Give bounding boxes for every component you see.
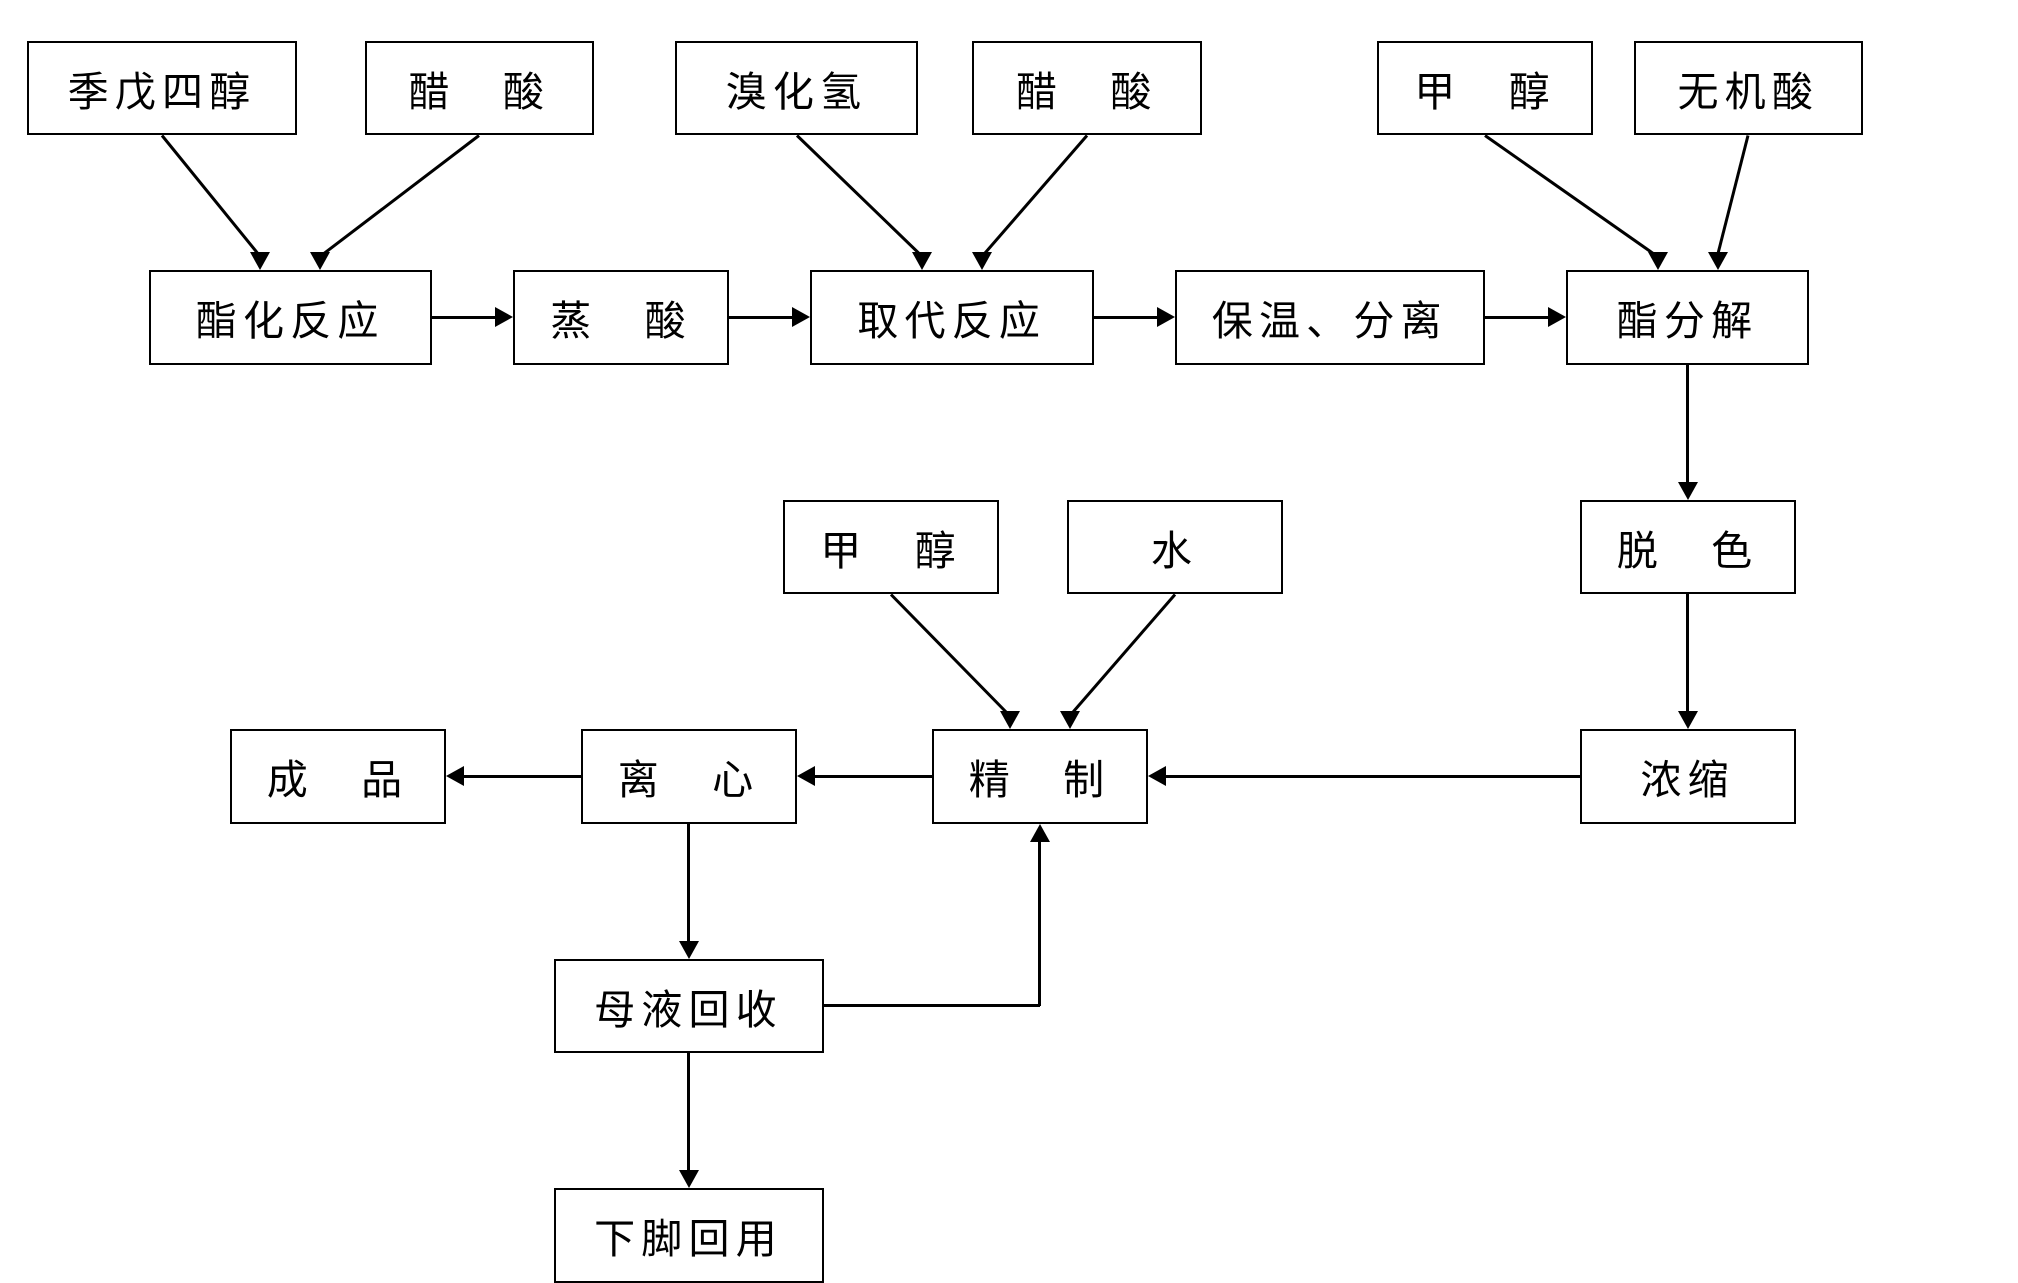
arrow-head bbox=[972, 252, 992, 270]
edge-segment bbox=[1484, 134, 1658, 257]
flowchart-node-n9: 取代反应 bbox=[810, 270, 1094, 365]
flowchart-node-n1: 季戊四醇 bbox=[27, 41, 297, 136]
arrow-head bbox=[1157, 307, 1175, 327]
flowchart-node-n10: 保温、分离 bbox=[1175, 270, 1486, 365]
node-label: 成 品 bbox=[267, 746, 409, 806]
node-label: 离 心 bbox=[618, 746, 760, 806]
node-label: 溴化氢 bbox=[726, 58, 868, 118]
node-label: 甲 醇 bbox=[1414, 58, 1556, 118]
flowchart-node-n5: 甲 醇 bbox=[1377, 41, 1593, 136]
arrow-head bbox=[1678, 711, 1698, 729]
flowchart-node-n14: 脱 色 bbox=[1580, 500, 1796, 595]
node-label: 酯分解 bbox=[1617, 287, 1759, 347]
flowchart-node-n20: 下脚回用 bbox=[554, 1188, 824, 1283]
flowchart-node-n13: 水 bbox=[1067, 500, 1283, 595]
flowchart-node-n7: 酯化反应 bbox=[149, 270, 433, 365]
node-label: 季戊四醇 bbox=[68, 58, 257, 118]
edge-segment bbox=[795, 134, 922, 257]
node-label: 取代反应 bbox=[857, 287, 1046, 347]
node-label: 下脚回用 bbox=[594, 1205, 783, 1265]
flowchart-node-n18: 浓缩 bbox=[1580, 729, 1796, 824]
edge-segment bbox=[1686, 594, 1689, 713]
arrow-head bbox=[1678, 482, 1698, 500]
flowchart-node-n19: 母液回收 bbox=[554, 959, 824, 1054]
edge-segment bbox=[687, 1053, 690, 1172]
edge-segment bbox=[161, 134, 262, 257]
arrow-head bbox=[679, 941, 699, 959]
node-label: 浓缩 bbox=[1640, 746, 1734, 806]
flowchart-node-n15: 成 品 bbox=[230, 729, 446, 824]
arrow-head bbox=[792, 307, 810, 327]
edge-segment bbox=[813, 775, 932, 778]
node-label: 水 bbox=[1151, 517, 1198, 577]
edge-segment bbox=[1164, 775, 1580, 778]
edge-segment bbox=[1485, 316, 1550, 319]
node-label: 甲 醇 bbox=[820, 517, 962, 577]
edge-segment bbox=[981, 134, 1088, 257]
flowchart-node-n3: 溴化氢 bbox=[675, 41, 918, 136]
edge-segment bbox=[1094, 316, 1159, 319]
node-label: 脱 色 bbox=[1617, 517, 1759, 577]
node-label: 醋 酸 bbox=[1016, 58, 1158, 118]
arrow-head bbox=[495, 307, 513, 327]
node-label: 无机酸 bbox=[1677, 58, 1819, 118]
edge-segment bbox=[1038, 840, 1041, 1006]
arrow-head bbox=[1000, 711, 1020, 729]
edge-segment bbox=[462, 775, 581, 778]
arrow-head bbox=[679, 1170, 699, 1188]
edge-segment bbox=[319, 134, 480, 257]
edge-segment bbox=[890, 593, 1011, 716]
flowchart-node-n12: 甲 醇 bbox=[783, 500, 999, 595]
flowchart-node-n6: 无机酸 bbox=[1634, 41, 1864, 136]
node-label: 蒸 酸 bbox=[550, 287, 692, 347]
flowchart-node-n11: 酯分解 bbox=[1566, 270, 1809, 365]
arrow-head bbox=[250, 252, 270, 270]
arrow-head bbox=[1548, 307, 1566, 327]
arrow-head bbox=[1708, 252, 1728, 270]
node-label: 精 制 bbox=[969, 746, 1111, 806]
arrow-head bbox=[1060, 711, 1080, 729]
arrow-head bbox=[797, 766, 815, 786]
flowchart-node-n16: 离 心 bbox=[581, 729, 797, 824]
arrow-head bbox=[1030, 824, 1050, 842]
flowchart-node-n17: 精 制 bbox=[932, 729, 1148, 824]
edge-segment bbox=[1686, 365, 1689, 484]
arrow-head bbox=[1648, 252, 1668, 270]
arrow-head bbox=[912, 252, 932, 270]
arrow-head bbox=[446, 766, 464, 786]
arrow-head bbox=[310, 252, 330, 270]
flowchart-node-n4: 醋 酸 bbox=[972, 41, 1202, 136]
edge-segment bbox=[687, 824, 690, 943]
arrow-head bbox=[1148, 766, 1166, 786]
edge-segment bbox=[1068, 593, 1175, 716]
edge-segment bbox=[729, 316, 794, 319]
node-label: 保温、分离 bbox=[1212, 287, 1448, 347]
node-label: 酯化反应 bbox=[196, 287, 385, 347]
flowchart-node-n2: 醋 酸 bbox=[365, 41, 595, 136]
node-label: 醋 酸 bbox=[408, 58, 550, 118]
edge-segment bbox=[1716, 135, 1750, 257]
node-label: 母液回收 bbox=[594, 976, 783, 1036]
edge-segment bbox=[824, 1004, 1040, 1007]
edge-segment bbox=[432, 316, 497, 319]
flowchart-node-n8: 蒸 酸 bbox=[513, 270, 729, 365]
